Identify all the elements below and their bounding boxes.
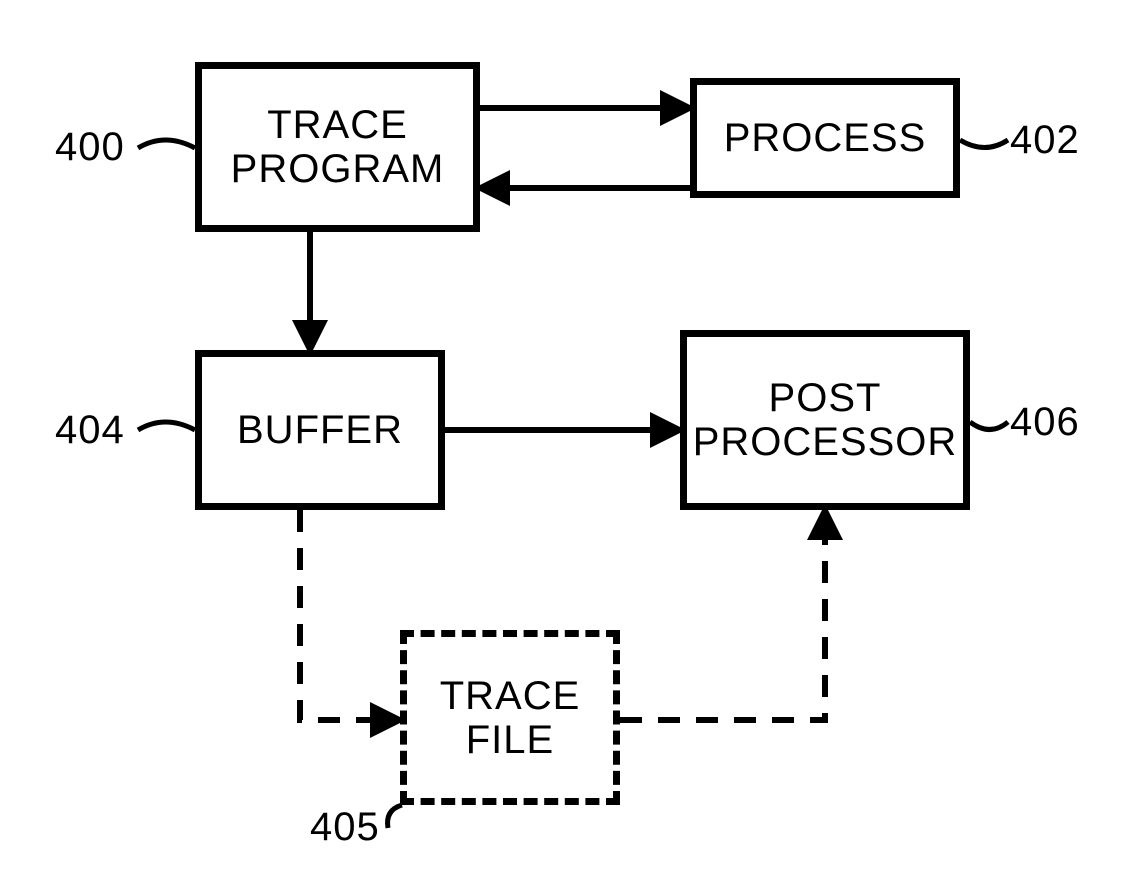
node-trace-program: TRACEPROGRAM: [195, 62, 480, 232]
ref-label-406: 406: [1010, 400, 1080, 445]
ref-label-402: 402: [1010, 118, 1080, 163]
ref-label-404: 404: [55, 408, 125, 453]
node-process: PROCESS: [690, 78, 960, 198]
ref-label-400: 400: [55, 125, 125, 170]
node-label: TRACEPROGRAM: [231, 103, 445, 191]
node-label: BUFFER: [237, 408, 403, 452]
node-trace-file: TRACEFILE: [400, 630, 620, 805]
node-label: POSTPROCESSOR: [693, 376, 958, 464]
node-label: PROCESS: [724, 116, 927, 160]
ref-label-405: 405: [310, 805, 380, 850]
node-label: TRACEFILE: [440, 674, 581, 762]
node-buffer: BUFFER: [195, 350, 445, 510]
node-post-processor: POSTPROCESSOR: [680, 330, 970, 510]
